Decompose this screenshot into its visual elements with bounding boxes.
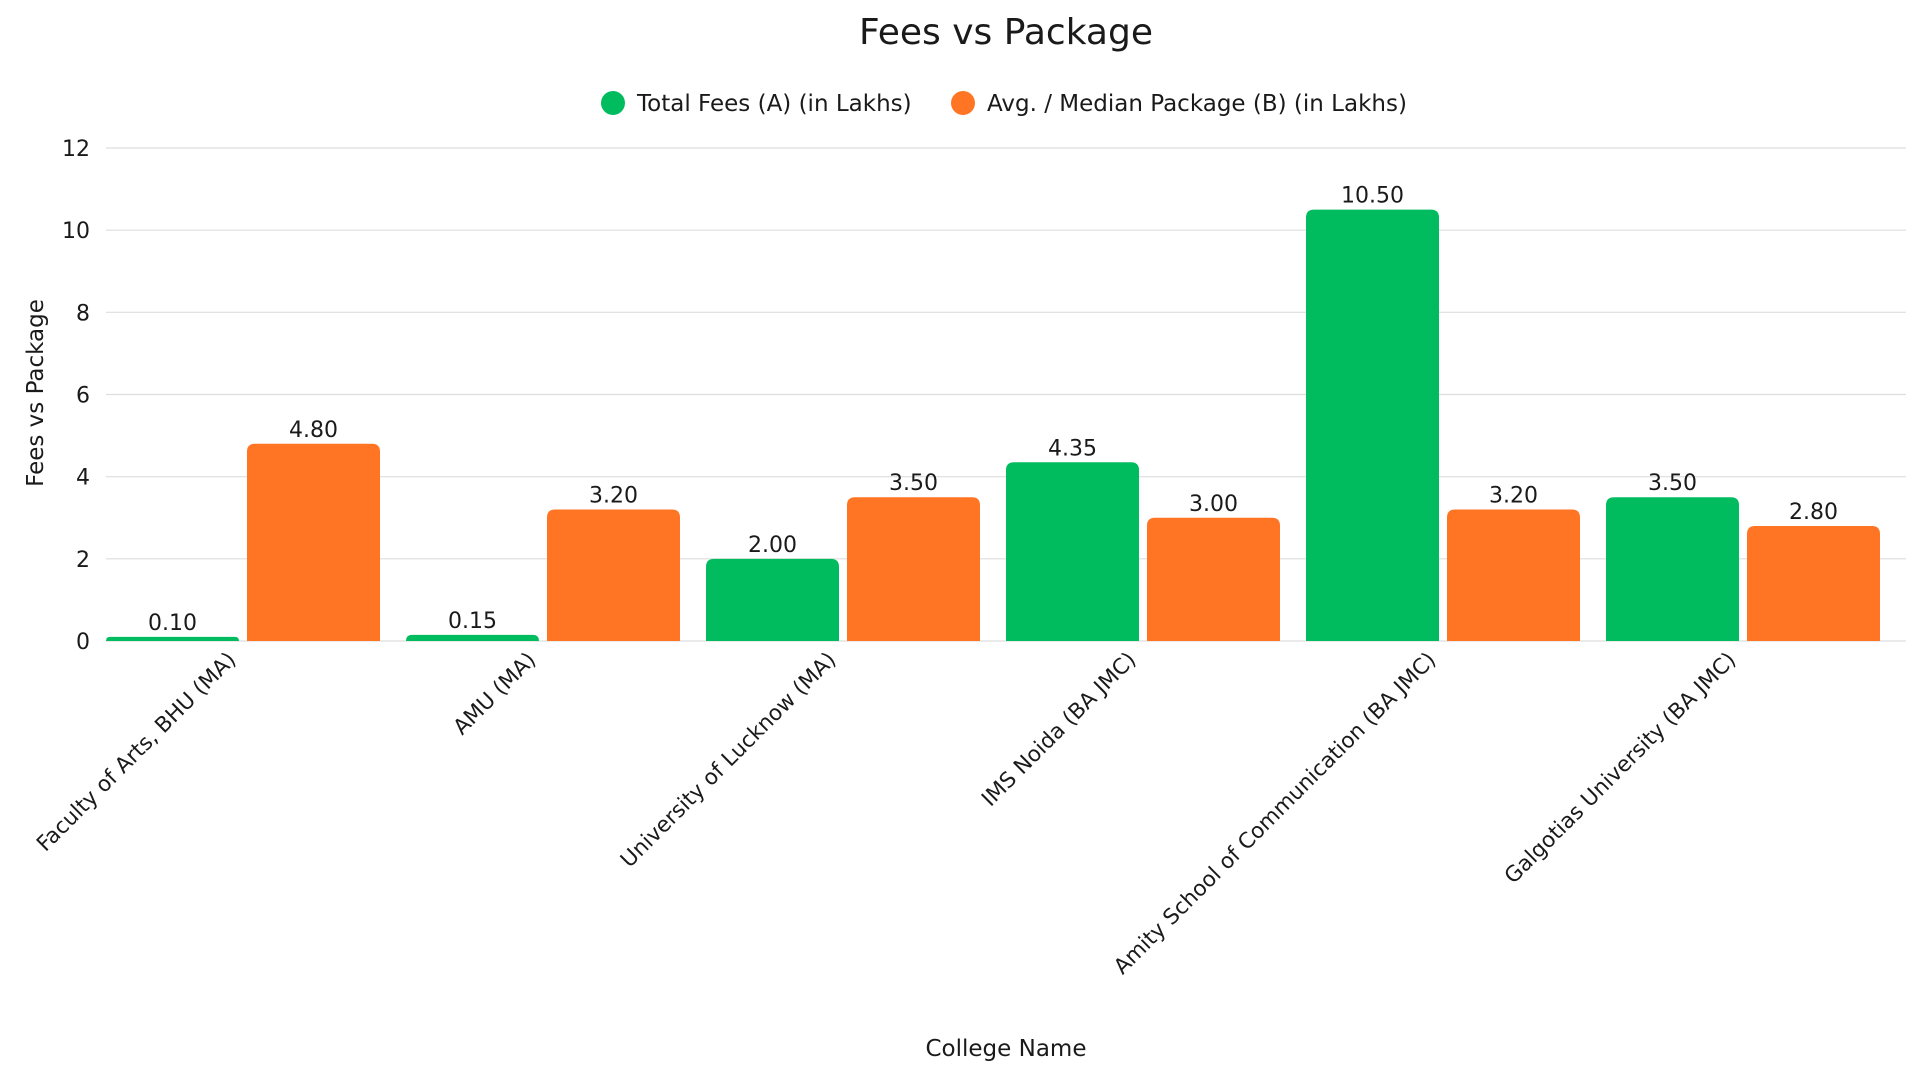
data-label: 2.00 — [748, 533, 797, 558]
data-label: 0.15 — [448, 609, 497, 634]
y-tick-label: 6 — [76, 384, 90, 409]
data-label: 3.50 — [889, 471, 938, 496]
x-tick-label: AMU (MA) — [449, 648, 542, 741]
legend-label-total-fees: Total Fees (A) (in Lakhs) — [636, 91, 912, 117]
y-tick-label: 12 — [62, 137, 90, 162]
bar — [847, 497, 980, 641]
data-label: 10.50 — [1341, 184, 1404, 209]
chart-title: Fees vs Package — [859, 12, 1153, 53]
y-tick-label: 0 — [76, 630, 90, 655]
data-label: 3.20 — [589, 484, 638, 509]
data-label: 3.00 — [1189, 492, 1238, 517]
x-tick-label: Amity School of Communication (BA JMC) — [1109, 648, 1441, 980]
data-label: 2.80 — [1789, 500, 1838, 525]
data-labels: 0.10 4.80 0.15 3.20 2.00 3.50 4.35 3.00 10.50 3.2… — [148, 184, 1838, 636]
data-label: 4.35 — [1048, 436, 1097, 461]
data-label: 3.50 — [1648, 471, 1697, 496]
legend-swatch-package — [951, 91, 975, 115]
y-tick-label: 4 — [76, 466, 90, 491]
y-tick-label: 10 — [62, 219, 90, 244]
legend-swatch-total-fees — [601, 91, 625, 115]
x-tick-label: University of Lucknow (MA) — [616, 648, 841, 873]
bar — [547, 509, 680, 641]
bar — [1006, 462, 1139, 641]
data-label: 0.10 — [148, 611, 197, 636]
bar — [706, 558, 839, 641]
legend-label-package: Avg. / Median Package (B) (in Lakhs) — [987, 91, 1407, 117]
bar — [1606, 497, 1739, 641]
x-axis-category-labels: Faculty of Arts, BHU (MA) AMU (MA) Univers… — [32, 648, 1741, 980]
data-label: 4.80 — [289, 418, 338, 443]
bar — [1447, 509, 1580, 641]
data-label: 3.20 — [1489, 484, 1538, 509]
y-tick-label: 8 — [76, 301, 90, 326]
bars — [106, 209, 1880, 641]
bar — [1747, 525, 1880, 641]
y-axis-title: Fees vs Package — [23, 299, 49, 487]
x-tick-label: Faculty of Arts, BHU (MA) — [32, 648, 241, 857]
x-axis-title: College Name — [926, 1036, 1087, 1062]
bar — [1306, 209, 1439, 641]
y-tick-label: 2 — [76, 548, 90, 573]
bar — [106, 636, 239, 641]
x-tick-label: IMS Noida (BA JMC) — [977, 648, 1141, 812]
bar — [406, 634, 539, 641]
x-tick-label: Galgotias University (BA JMC) — [1500, 648, 1741, 889]
legend: Total Fees (A) (in Lakhs) Avg. / Median … — [601, 91, 1407, 117]
bar — [1147, 517, 1280, 641]
y-axis-ticks: 0 2 4 6 8 10 12 — [62, 137, 90, 655]
bar — [247, 443, 380, 641]
